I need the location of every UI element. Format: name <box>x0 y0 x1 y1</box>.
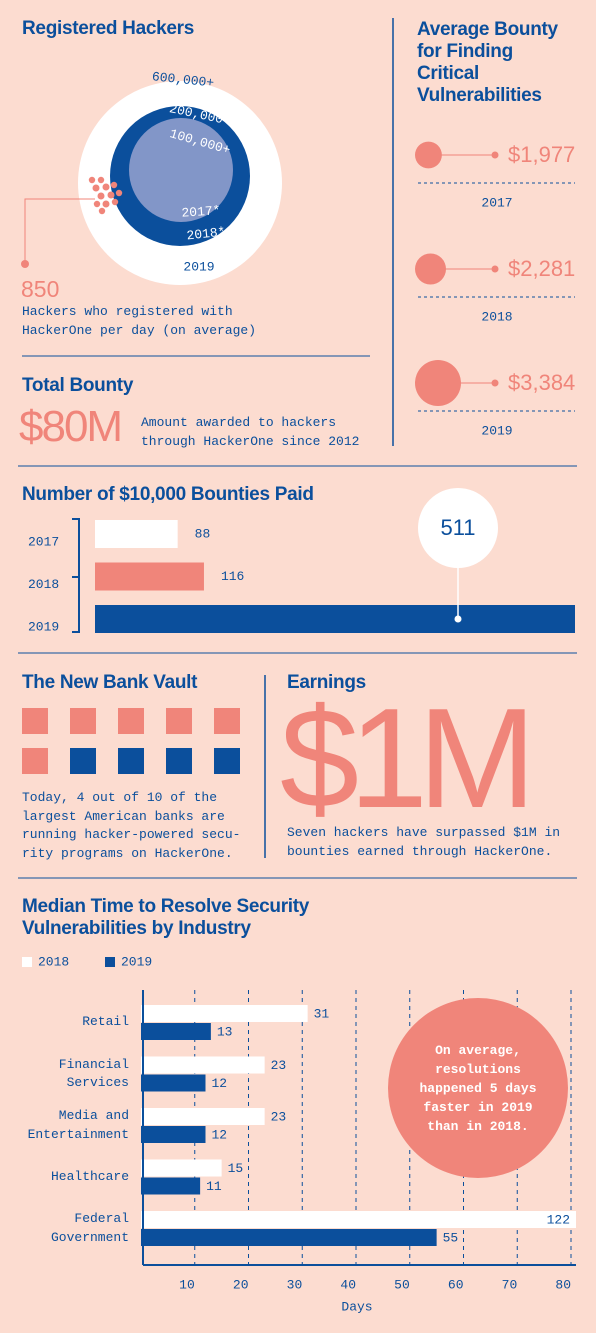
ring-label: 600,000+ <box>151 69 215 90</box>
bar <box>141 1229 437 1246</box>
x-tick-label: 30 <box>287 1277 303 1292</box>
section-title: Earnings <box>287 672 366 693</box>
ring-2017 <box>129 118 233 222</box>
annotation: On average, resolutions happened 5 days … <box>419 1043 537 1134</box>
legend-label: 2019 <box>121 954 152 969</box>
value-label: 23 <box>271 1058 287 1073</box>
section-title: Registered Hackers <box>22 18 195 39</box>
bar <box>141 1005 308 1022</box>
callout-dot <box>454 615 462 623</box>
category-label: 2017 <box>28 534 59 549</box>
leader-dot <box>21 260 29 268</box>
bar <box>141 1056 265 1074</box>
legend-swatch <box>22 957 32 967</box>
x-axis-label: Days <box>341 1299 372 1314</box>
category-label: 2018 <box>481 309 512 324</box>
value-label: 12 <box>212 1127 228 1142</box>
ring-year: 2017* <box>181 203 221 221</box>
description: Seven hackers have surpassed $1M in boun… <box>287 825 561 859</box>
bracket <box>72 518 80 633</box>
bounty-dot <box>415 360 461 406</box>
x-tick-label: 60 <box>448 1277 464 1292</box>
value-label: 23 <box>271 1109 287 1124</box>
value-label: 11 <box>206 1179 222 1194</box>
waffle-square <box>118 708 144 734</box>
value-label: 55 <box>443 1230 459 1245</box>
value-label: 31 <box>314 1006 330 1021</box>
big-number: 850 <box>21 276 60 302</box>
bar <box>141 1159 222 1177</box>
legend-swatch <box>105 957 115 967</box>
big-number: $80M <box>19 402 123 451</box>
waffle-square <box>70 748 96 774</box>
x-tick-label: 10 <box>179 1277 195 1292</box>
section-title: Median Time to Resolve Security Vulnerab… <box>22 896 310 939</box>
bar <box>141 1108 265 1125</box>
category-label: 2018 <box>28 577 59 592</box>
bar <box>95 520 178 548</box>
value-label: 12 <box>212 1076 228 1091</box>
section-title: The New Bank Vault <box>22 672 198 693</box>
bar <box>141 1126 206 1143</box>
category-label: Federal Government <box>50 1211 129 1245</box>
category-label: 2019 <box>481 423 512 438</box>
bar <box>141 1074 206 1092</box>
callout <box>418 488 498 568</box>
value-label: $2,281 <box>508 256 575 281</box>
value-label: 13 <box>217 1024 233 1039</box>
bounty-dot <box>415 141 442 169</box>
section-title: Average Bounty for Finding Critical Vuln… <box>417 19 558 106</box>
description: Today, 4 out of 10 of the largest Americ… <box>22 790 241 861</box>
annotation-bubble <box>388 998 568 1178</box>
leader-line <box>24 198 95 263</box>
ring-year: 2018* <box>186 224 226 243</box>
waffle-square <box>214 708 240 734</box>
bar <box>95 562 204 591</box>
bounty-dot <box>415 253 447 285</box>
value-label: $1,977 <box>508 142 575 167</box>
waffle-square <box>214 748 240 774</box>
value-label: 511 <box>440 515 475 540</box>
dot-cluster <box>88 176 123 215</box>
bar <box>141 1177 201 1195</box>
value-label: 88 <box>195 526 211 541</box>
category-label: Healthcare <box>50 1168 129 1184</box>
waffle-square <box>22 708 48 734</box>
section-title: Total Bounty <box>22 375 134 396</box>
waffle-square <box>166 708 192 734</box>
x-tick-label: 70 <box>502 1277 518 1292</box>
waffle-square <box>118 748 144 774</box>
category-label: 2019 <box>28 619 59 634</box>
category-label: Financial Services <box>58 1056 129 1091</box>
x-tick-label: 80 <box>555 1277 571 1292</box>
x-tick-label: 20 <box>233 1277 249 1292</box>
connector-end <box>491 265 499 273</box>
x-tick-label: 40 <box>340 1277 356 1292</box>
bar <box>95 605 575 633</box>
waffle-square <box>22 748 48 774</box>
x-tick-label: 50 <box>394 1277 410 1292</box>
connector-end <box>491 379 499 387</box>
bar <box>141 1211 576 1228</box>
bar <box>141 1023 211 1040</box>
value-label: 122 <box>547 1212 570 1227</box>
big-number: $1M <box>280 679 536 838</box>
category-label: Retail <box>82 1014 129 1030</box>
waffle-square <box>70 708 96 734</box>
waffle-square <box>166 748 192 774</box>
value-label: 15 <box>228 1161 244 1176</box>
connector-end <box>491 151 499 159</box>
description: Hackers who registered with HackerOne pe… <box>22 304 257 338</box>
ring-year: 2019 <box>183 259 214 274</box>
section-title: Number of $10,000 Bounties Paid <box>22 484 314 505</box>
legend-label: 2018 <box>38 954 69 969</box>
value-label: 116 <box>221 569 244 584</box>
description: Amount awarded to hackers through Hacker… <box>141 415 360 449</box>
value-label: $3,384 <box>508 370 575 395</box>
category-label: Media and Entertainment <box>27 1108 129 1142</box>
category-label: 2017 <box>481 195 512 210</box>
